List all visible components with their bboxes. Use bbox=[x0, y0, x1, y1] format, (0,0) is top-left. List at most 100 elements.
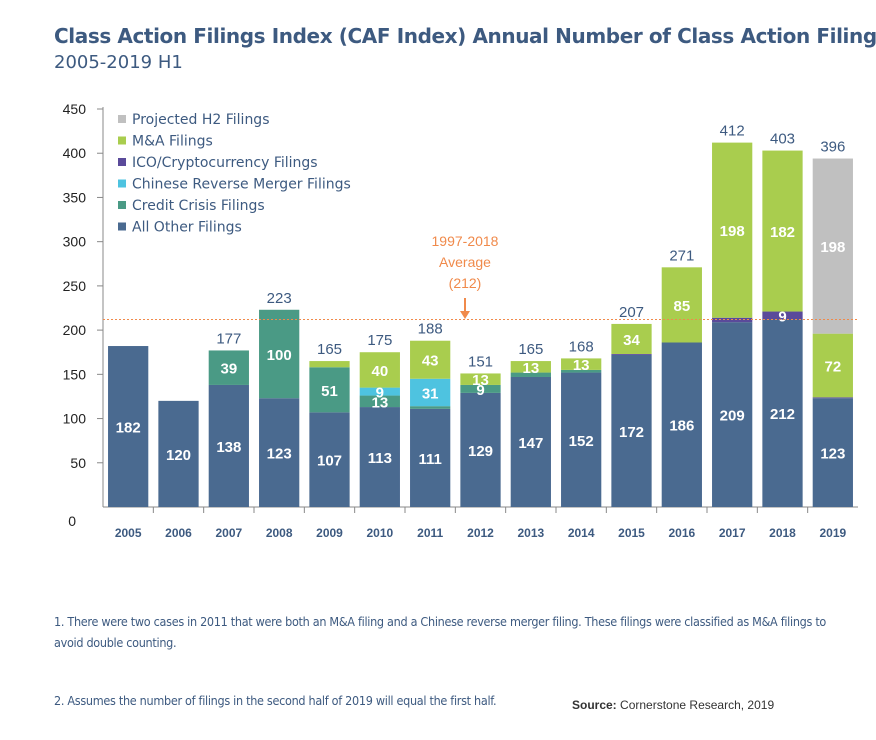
segment-label: 34 bbox=[623, 332, 640, 349]
source-text: Cornerstone Research, 2019 bbox=[620, 698, 775, 712]
segment-label: 13 bbox=[522, 360, 539, 377]
x-tick-label: 2014 bbox=[568, 526, 595, 540]
segment-label: 129 bbox=[468, 443, 493, 460]
segment-label: 138 bbox=[216, 439, 241, 456]
segment-label: 40 bbox=[371, 363, 388, 380]
bar-total-label: 271 bbox=[669, 247, 694, 264]
bar-segment bbox=[410, 340, 451, 379]
x-tick-label: 2008 bbox=[266, 526, 293, 540]
bar-total-label: 168 bbox=[569, 338, 594, 355]
bar-segment bbox=[359, 352, 400, 388]
stacked-bar-chart: 0 50 100 150 200 250 300 350 400 450 2005 2006 2007 2… bbox=[63, 101, 858, 540]
segment-label: 9 bbox=[376, 385, 384, 402]
segment-label: 9 bbox=[476, 382, 484, 399]
bar-total-label: 175 bbox=[367, 332, 392, 349]
legend-swatch bbox=[118, 222, 126, 231]
bar-segment bbox=[611, 354, 652, 507]
segment-label: 209 bbox=[720, 408, 745, 425]
segment-label: 186 bbox=[669, 418, 694, 435]
legend-label: Chinese Reverse Merger Filings bbox=[132, 177, 351, 193]
bar-segment bbox=[812, 398, 853, 507]
y-tick-label: 350 bbox=[63, 189, 87, 205]
bar-segment bbox=[309, 367, 350, 413]
segment-label: 147 bbox=[518, 435, 543, 452]
segment-label: 13 bbox=[371, 394, 388, 411]
bar-total-label: 396 bbox=[820, 139, 845, 156]
legend-swatch bbox=[118, 158, 126, 166]
bar-segment bbox=[510, 372, 551, 377]
bar-segment bbox=[259, 309, 300, 399]
bar-segment bbox=[661, 342, 702, 507]
segment-label: 13 bbox=[573, 357, 590, 374]
y-tick-label: 0 bbox=[68, 513, 76, 529]
segment-label: 198 bbox=[820, 239, 845, 256]
x-tick-label: 2006 bbox=[165, 526, 192, 540]
segment-label: 51 bbox=[321, 383, 338, 400]
bar-segment bbox=[812, 158, 853, 334]
bar-total-label: 223 bbox=[267, 290, 292, 307]
segment-label: 85 bbox=[673, 298, 690, 315]
source-line: Source: Cornerstone Research, 2019 bbox=[572, 698, 774, 712]
average-arrow-head bbox=[460, 311, 470, 319]
y-tick-label: 250 bbox=[63, 278, 87, 294]
segment-label: 43 bbox=[422, 353, 439, 370]
bar-segment bbox=[108, 346, 149, 507]
x-tick-label: 2010 bbox=[366, 526, 393, 540]
y-tick-label: 100 bbox=[63, 411, 87, 427]
segment-label: 9 bbox=[778, 309, 786, 326]
x-tick-label: 2015 bbox=[618, 526, 645, 540]
segment-label: 182 bbox=[116, 420, 141, 437]
segment-label: 120 bbox=[166, 447, 191, 464]
segment-label: 107 bbox=[317, 453, 342, 470]
source-label: Source: bbox=[572, 698, 617, 712]
x-tick-label: 2013 bbox=[517, 526, 544, 540]
bar-total-label: 151 bbox=[468, 353, 493, 370]
footnote-1: 1. There were two cases in 2011 that wer… bbox=[54, 614, 827, 650]
segment-label: 39 bbox=[220, 361, 237, 378]
bar-segment bbox=[510, 376, 551, 507]
chart-subtitle: 2005-2019 H1 bbox=[54, 52, 183, 73]
legend-label: ICO/Cryptocurrency Filings bbox=[132, 155, 318, 171]
bar-segment bbox=[611, 323, 652, 354]
bar-segment bbox=[561, 372, 602, 507]
x-tick-label: 2007 bbox=[215, 526, 242, 540]
bar-segment bbox=[561, 358, 602, 370]
y-tick-label: 50 bbox=[70, 455, 86, 471]
x-tick-label: 2011 bbox=[417, 526, 443, 540]
footnote-2: 2. Assumes the number of filings in the … bbox=[54, 693, 497, 708]
average-label: Average bbox=[439, 254, 491, 270]
bar-segment bbox=[812, 333, 853, 398]
bar-segment bbox=[359, 395, 400, 408]
bar-segment bbox=[712, 142, 753, 318]
legend-swatch bbox=[118, 201, 126, 209]
bar-segment bbox=[762, 319, 803, 507]
x-tick-label: 2018 bbox=[769, 526, 796, 540]
segment-label: 13 bbox=[472, 372, 489, 389]
segment-label: 111 bbox=[418, 451, 441, 468]
segment-label: 152 bbox=[569, 433, 594, 450]
x-tick-label: 2005 bbox=[115, 526, 142, 540]
bar-segment bbox=[510, 361, 551, 373]
legend-label: Projected H2 Filings bbox=[132, 112, 270, 128]
bar-total-label: 165 bbox=[518, 341, 543, 358]
x-tick-label: 2017 bbox=[719, 526, 746, 540]
bar-segment bbox=[359, 387, 400, 396]
segment-label: 113 bbox=[368, 450, 392, 467]
y-tick-label: 200 bbox=[63, 322, 87, 338]
bar-segment bbox=[309, 361, 350, 368]
bar-segment bbox=[611, 353, 652, 355]
bar-segment bbox=[762, 150, 803, 312]
bar-segment bbox=[158, 400, 199, 507]
bar-segment bbox=[460, 392, 501, 507]
segment-label: 123 bbox=[820, 446, 845, 463]
x-tick-label: 2009 bbox=[316, 526, 343, 540]
segment-label: 198 bbox=[720, 223, 745, 240]
bar-segment bbox=[460, 384, 501, 393]
average-label: (212) bbox=[449, 275, 482, 291]
bar-segment bbox=[410, 408, 451, 507]
y-tick-label: 300 bbox=[63, 234, 87, 250]
bar-segment bbox=[812, 397, 853, 399]
legend-swatch bbox=[118, 136, 126, 145]
bar-segment bbox=[208, 350, 249, 385]
x-tick-label: 2012 bbox=[467, 526, 494, 540]
